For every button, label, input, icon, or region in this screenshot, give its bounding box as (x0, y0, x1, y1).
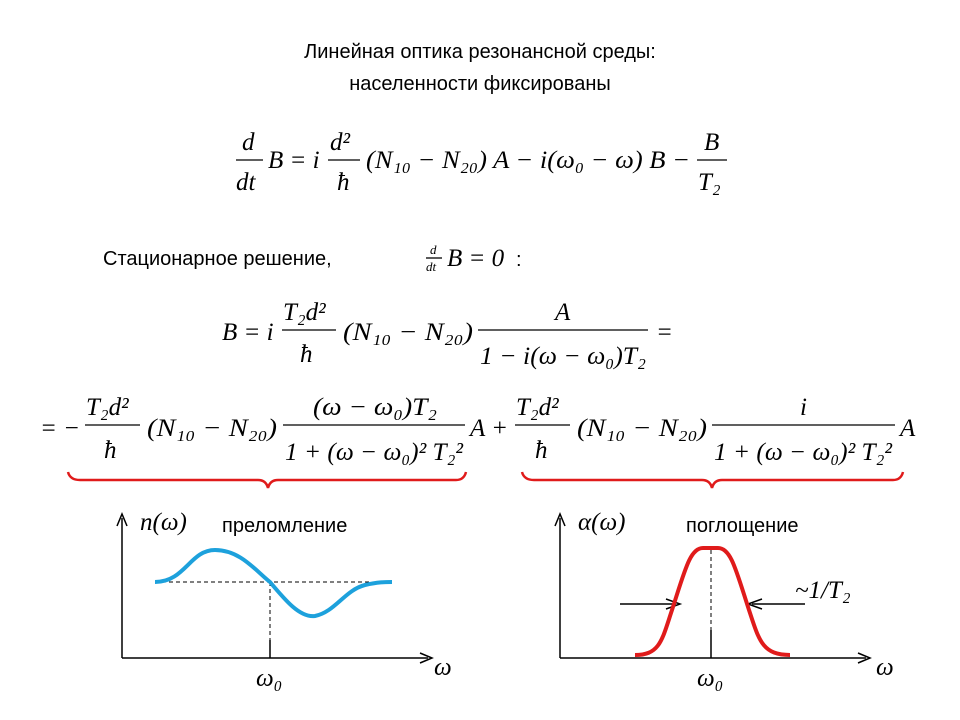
math: = − (40, 415, 80, 442)
math: B (704, 129, 719, 156)
graph-left-axes (116, 512, 434, 664)
math: (N₁₀ − N₂₀) (147, 415, 277, 442)
caption: поглощение (686, 515, 799, 537)
math: B = 0 (447, 245, 505, 272)
math: d² (330, 129, 351, 156)
math: (N₁₀ − N₂₀) A − i(ω₀ − ω) B − (366, 147, 690, 174)
math: T₂d² (516, 394, 559, 421)
refraction-curve (154, 547, 393, 619)
graph-right-axes (554, 512, 872, 664)
arrowhead (116, 512, 128, 527)
label: Стационарное решение, (103, 248, 332, 270)
absorption-curve (634, 546, 791, 657)
math: ħ (300, 341, 313, 368)
title-line: населенности фиксированы (349, 73, 610, 95)
label: : (516, 249, 522, 271)
fraction-lines (85, 159, 895, 426)
axis-label: ω (434, 654, 452, 681)
math: 1 − i(ω − ω₀)T₂ (480, 343, 646, 370)
math: B = i (222, 319, 274, 346)
math: ħ (535, 437, 548, 464)
tick-label: ω₀ (256, 665, 282, 692)
math: = (656, 319, 673, 346)
brace (520, 471, 905, 489)
axis-label: α(ω) (578, 509, 625, 536)
math: ħ (337, 169, 350, 196)
axis-label: n(ω) (140, 509, 187, 536)
math: 1 + (ω − ω₀)² T₂² (714, 439, 892, 466)
arrowhead (665, 598, 683, 610)
braces (66, 471, 905, 489)
math: A + (468, 415, 508, 442)
math: d (430, 242, 437, 257)
title-line: Линейная оптика резонансной среды: (304, 41, 656, 63)
tick-label: ω₀ (697, 665, 723, 692)
math: T₂d² (283, 299, 326, 326)
brace (66, 471, 468, 489)
arrowhead (554, 512, 566, 527)
math: T₂d² (86, 394, 129, 421)
math: T₂ (698, 169, 721, 196)
math: dt (426, 259, 437, 274)
math: d (242, 129, 255, 156)
math: (N₁₀ − N₂₀) (343, 319, 473, 346)
caption: преломление (222, 515, 347, 537)
math: ħ (104, 437, 117, 464)
math: A (898, 415, 916, 442)
math: dt (236, 169, 257, 196)
annotation: ~1/T₂ (795, 577, 851, 604)
arrowhead (419, 652, 434, 664)
math: A (553, 299, 571, 326)
arrowhead (857, 652, 872, 664)
math: B = i (268, 147, 320, 174)
math: (ω − ω₀)T₂ (313, 394, 437, 421)
math: i (800, 394, 807, 421)
math: (N₁₀ − N₂₀) (577, 415, 707, 442)
math: 1 + (ω − ω₀)² T₂² (285, 439, 463, 466)
axis-label: ω (876, 654, 894, 681)
